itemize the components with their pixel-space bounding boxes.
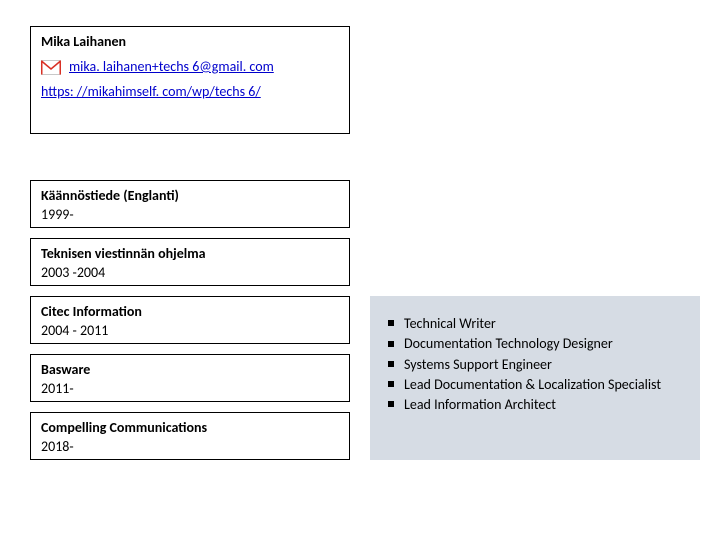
entry-title: Teknisen viestinnän ohjelma	[41, 245, 339, 264]
page: Mika Laihanen mika. laihanen+techs 6@gma…	[0, 0, 720, 540]
role-item: Technical Writer	[384, 314, 686, 334]
entry-title: Basware	[41, 361, 339, 380]
role-item: Lead Documentation & Localization Specia…	[384, 375, 686, 395]
role-item: Lead Information Architect	[384, 395, 686, 415]
contact-name: Mika Laihanen	[41, 33, 339, 52]
entry-title: Käännöstiede (Englanti)	[41, 187, 339, 206]
entry-education-techcomm: Teknisen viestinnän ohjelma 2003 -2004	[30, 238, 350, 286]
entry-title: Citec Information	[41, 303, 339, 322]
entry-dates: 2018-	[41, 438, 339, 457]
email-link[interactable]: mika. laihanen+techs 6@gmail. com	[69, 58, 274, 77]
website-row: https: //mikahimself. com/wp/techs 6/	[41, 83, 339, 102]
role-item: Systems Support Engineer	[384, 355, 686, 375]
entry-dates: 2004 - 2011	[41, 322, 339, 341]
entry-job-citec: Citec Information 2004 - 2011	[30, 296, 350, 344]
website-link[interactable]: https: //mikahimself. com/wp/techs 6/	[41, 83, 261, 100]
entry-dates: 1999-	[41, 206, 339, 225]
role-item: Documentation Technology Designer	[384, 334, 686, 354]
roles-list: Technical Writer Documentation Technolog…	[384, 314, 686, 415]
gmail-icon	[41, 60, 61, 75]
entry-dates: 2011-	[41, 380, 339, 399]
entry-job-basware: Basware 2011-	[30, 354, 350, 402]
contact-card: Mika Laihanen mika. laihanen+techs 6@gma…	[30, 26, 350, 134]
entry-education-translation: Käännöstiede (Englanti) 1999-	[30, 180, 350, 228]
entry-job-compelling: Compelling Communications 2018-	[30, 412, 350, 460]
email-row: mika. laihanen+techs 6@gmail. com	[41, 58, 339, 77]
entry-dates: 2003 -2004	[41, 264, 339, 283]
entry-title: Compelling Communications	[41, 419, 339, 438]
roles-panel: Technical Writer Documentation Technolog…	[370, 296, 700, 460]
